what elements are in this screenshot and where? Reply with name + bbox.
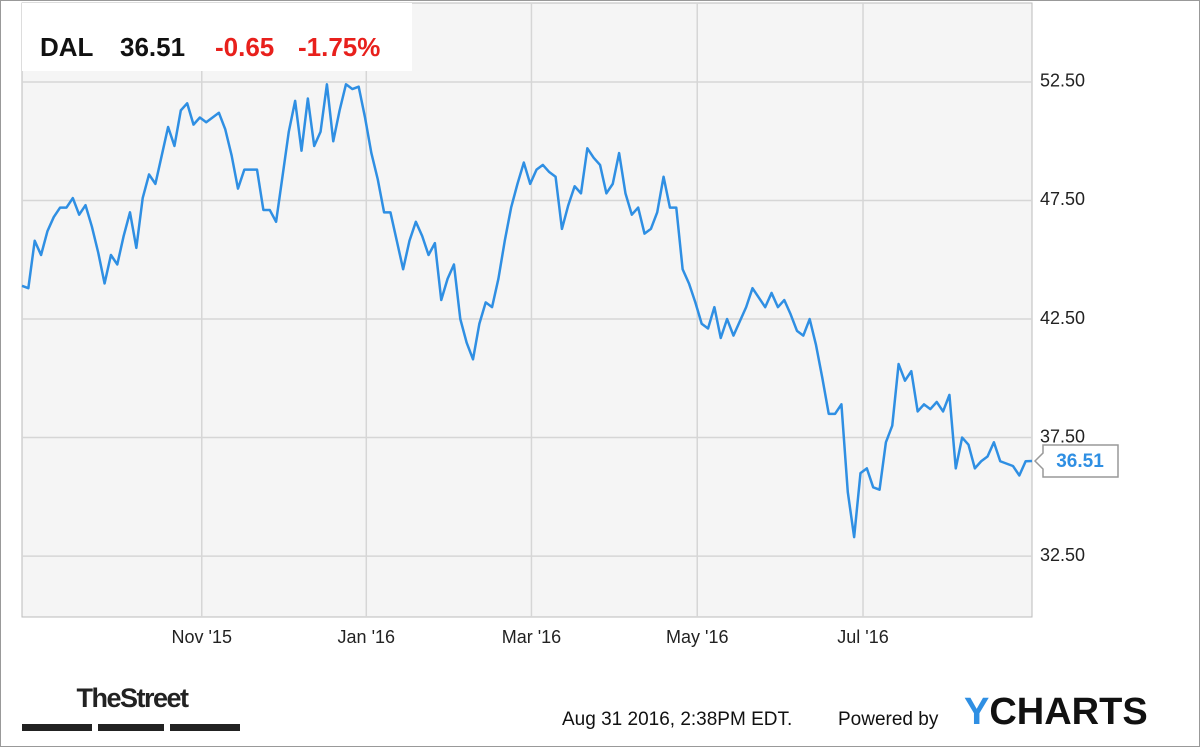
brand: YCHARTS: [964, 691, 1148, 733]
logo-bar: [98, 724, 164, 731]
ticker: DAL: [40, 32, 94, 62]
y-tick-label: 52.50: [1040, 71, 1085, 91]
price: 36.51: [120, 32, 185, 62]
x-tick-label: Mar '16: [502, 627, 561, 647]
x-tick-label: Jul '16: [837, 627, 888, 647]
price-line: [21, 83, 1033, 539]
change: -0.65: [215, 32, 274, 62]
plot-area: [21, 2, 1033, 618]
powered-by: Powered by: [838, 709, 939, 730]
last-value-box: [1033, 444, 1119, 478]
x-tick-label: May '16: [666, 627, 728, 647]
logo-bar: [22, 724, 92, 731]
marks: [21, 83, 1033, 539]
change-percent: -1.75%: [298, 32, 380, 62]
timestamp: Aug 31 2016, 2:38PM EDT.: [562, 709, 792, 730]
x-tick-label: Nov '15: [172, 627, 232, 647]
logo-bar: [170, 724, 240, 731]
x-tick-label: Jan '16: [338, 627, 395, 647]
y-tick-label: 42.50: [1040, 308, 1085, 328]
y-tick-label: 32.50: [1040, 545, 1085, 565]
y-tick-label: 37.50: [1040, 426, 1085, 446]
y-tick-label: 47.50: [1040, 189, 1085, 209]
last-value-label: 36.51: [1056, 451, 1104, 472]
header-box: [22, 3, 412, 71]
source-logo: TheStreet: [76, 683, 189, 713]
